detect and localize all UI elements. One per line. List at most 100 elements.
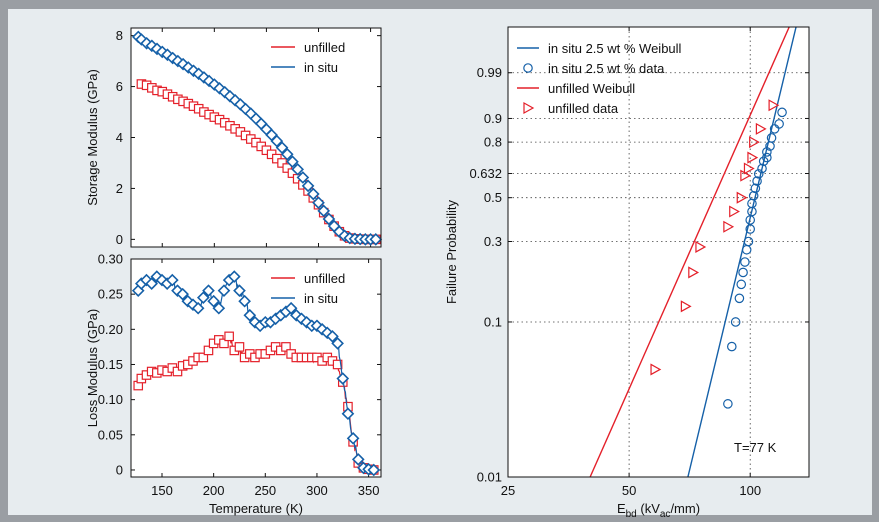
y-tick-label: 0.05 [98,427,123,442]
data-point [762,152,772,163]
y-tick-label: 0 [116,462,123,477]
data-point [736,191,748,204]
plot-frame [507,26,810,478]
data-point [145,277,158,290]
y-tick-label: 0.25 [98,287,123,302]
legend-label: unfilled Weibull [548,81,635,96]
data-point [738,267,748,278]
data-point [762,147,772,157]
data-point [224,331,234,342]
series-in-situ [131,270,381,477]
data-point [748,190,759,201]
x-axis-label-part: ac [660,509,671,520]
y-tick-label: 2 [116,181,123,196]
x-axis-label-part: bd [626,509,637,520]
data-point [291,163,304,176]
data-point [680,300,692,313]
data-point [723,220,735,233]
plot-frame [130,27,382,248]
weibull-fit-line [687,27,797,477]
data-point [743,236,754,247]
legend-label: in situ [304,291,338,306]
x-tick-label: 25 [501,483,515,498]
y-tick-label: 0.10 [98,392,123,407]
plot-weibull: 0.01 0.1 0.3 0.5 0.632 0.8 0.9 0.99 25 50 100 in si… [444,26,810,520]
x-tick-label: 100 [739,483,761,498]
data-point [341,407,355,421]
data-point [286,155,299,169]
data-point [747,151,759,164]
y-tick-label: 0.632 [469,166,502,181]
plot-area [508,27,809,477]
legend-label: unfilled [304,40,345,55]
data-point [346,431,360,445]
y-tick-label: 0.15 [98,357,123,372]
data-point [172,366,183,377]
data-point [730,317,741,327]
series-in-situ-2-5-wt-Weibull [687,27,797,477]
y-tick-label: 0.1 [484,314,502,329]
y-axis-label: Loss Modulus (GPa) [85,309,100,428]
x-tick-label: 300 [306,483,328,498]
data-point [243,308,257,322]
data-point [749,136,760,149]
data-point [234,342,245,352]
data-point [275,141,289,155]
legend-label: unfilled [304,271,345,286]
data-point [277,158,287,168]
y-tick-label: 8 [116,28,123,43]
data-point [207,294,220,308]
y-tick-label: 0.99 [477,65,502,80]
legend-marker [523,101,535,115]
y-axis-label: Storage Modulus (GPa) [85,69,100,206]
data-point [734,293,745,304]
data-point [191,301,205,315]
data-point [745,224,756,234]
data-point [312,196,325,210]
data-point [351,453,365,466]
data-point [208,78,221,91]
data-point [187,64,200,78]
data-point [695,240,707,253]
data-point [198,352,209,363]
data-point [757,163,767,174]
data-point [280,147,294,161]
x-tick-label: 150 [151,483,173,498]
y-tick-label: 0.20 [98,322,123,337]
data-point [284,301,298,315]
x-axis-label: Ebd (kVac/mm) [617,501,700,520]
data-point [322,212,336,226]
series-in-situ [131,30,383,246]
data-point [219,338,229,349]
data-point [650,363,662,376]
y-tick-label: 4 [116,130,123,145]
plot-frame [130,258,382,478]
data-point [332,359,343,370]
data-point [176,287,189,301]
data-point [176,57,190,71]
plot-loss: 0 0.05 0.10 0.15 0.20 0.25 0.30 150 200 250 300 350… [85,252,382,516]
data-point [282,163,293,173]
data-point [723,399,733,409]
data-point [212,301,226,315]
plot-area [131,28,381,247]
y-tick-label: 6 [116,79,123,94]
data-point [196,291,210,305]
series-in-situ-2-5-wt-data [723,107,787,409]
data-point [740,257,750,267]
data-point [227,270,241,283]
x-axis-label-part: /mm) [670,501,700,516]
x-tick-label: 350 [358,483,380,498]
data-point [218,85,232,99]
y-tick-label: 0.5 [484,190,502,205]
data-point [238,294,251,308]
data-point [317,204,331,218]
data-point [326,330,339,343]
data-point [217,284,231,297]
y-tick-label: 0.9 [484,111,502,126]
data-point [369,233,383,246]
data-point [270,134,284,148]
data-point [233,284,246,297]
x-axis-label: Temperature (K) [209,501,303,516]
